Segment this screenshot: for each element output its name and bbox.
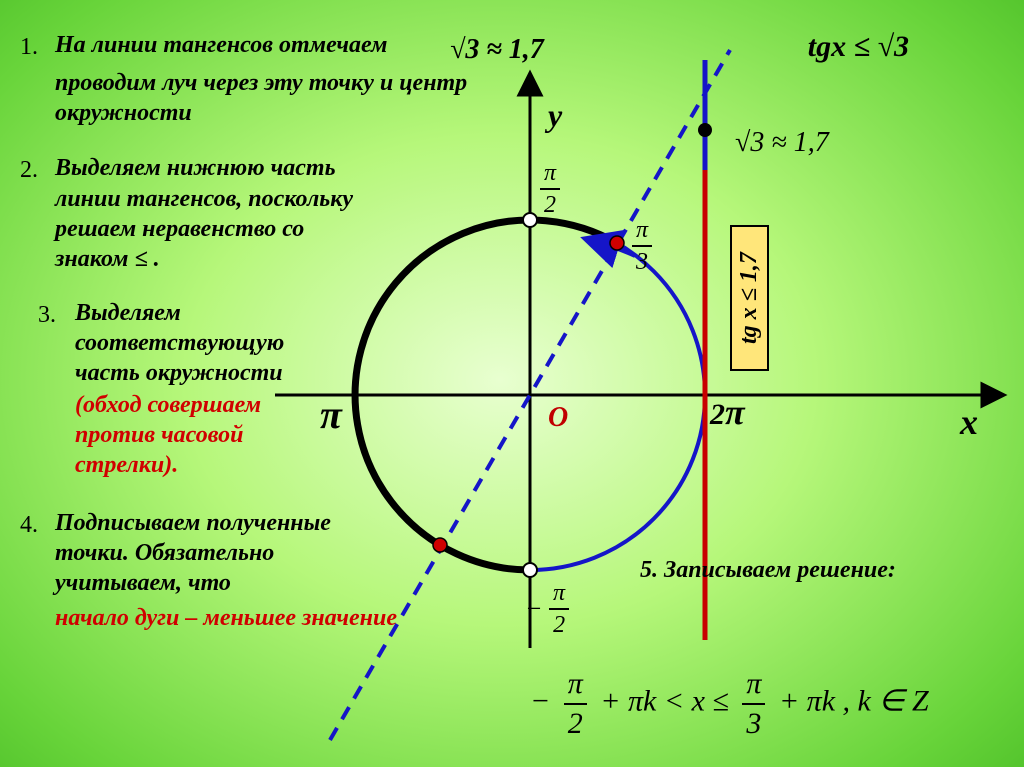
step3-line2: (обход совершаем против часовой стрелки)…: [75, 390, 325, 480]
y-label: у: [548, 95, 562, 135]
origin-label: О: [548, 400, 568, 435]
step3-line1: Выделяем соответствующую часть окружност…: [75, 298, 335, 388]
pi-label: π: [320, 390, 342, 440]
problem-label: tgx ≤ √3: [808, 28, 909, 66]
step-num-2: 2.: [20, 155, 38, 185]
x-label: х: [960, 400, 978, 445]
step4-line1: Подписываем полученные точки. Обязательн…: [55, 508, 405, 598]
approx-right: √3 ≈ 1,7: [735, 125, 829, 160]
step5: 5. Записываем решение:: [640, 555, 896, 585]
step2-line2: линии тангенсов, поскольку решаем нераве…: [55, 184, 375, 274]
step-num-4: 4.: [20, 510, 38, 540]
tick-neg-pi-2: − π2: [525, 578, 569, 640]
step2-line1: Выделяем нижнюю часть: [55, 153, 375, 183]
step-num-3: 3.: [38, 300, 56, 330]
two-pi-label: 2π: [710, 390, 745, 435]
step1-line1: На линии тангенсов отмечаем: [55, 30, 435, 60]
solution: − π2 + πk < x ≤ π3 + πk , k ∈ Z: [530, 665, 929, 742]
tg-box: tg x ≤ 1,7: [730, 225, 769, 371]
tick-pi-2: π2: [540, 158, 560, 220]
tick-pi-3: π3: [632, 215, 652, 277]
step-num-1: 1.: [20, 32, 38, 62]
step4-line2: начало дуги – меньшее значение: [55, 603, 405, 633]
approx-top: √3 ≈ 1,7: [450, 32, 544, 67]
step1-line2: проводим луч через эту точку и центр окр…: [55, 68, 485, 128]
